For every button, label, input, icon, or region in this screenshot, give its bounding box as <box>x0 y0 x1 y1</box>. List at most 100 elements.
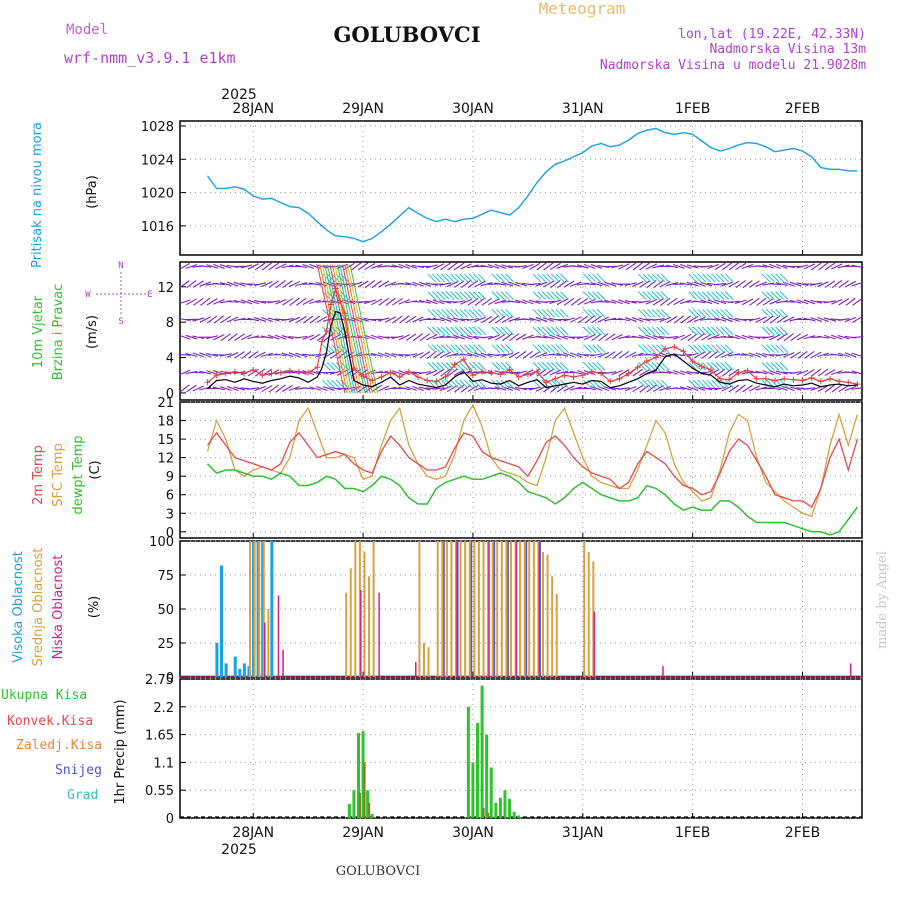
wind-arrow <box>735 262 747 270</box>
wind-arrow-cyan <box>454 344 464 354</box>
wind-arrow <box>206 298 218 306</box>
gust-marker <box>753 375 760 382</box>
wind-arrow-cyan <box>642 362 652 371</box>
series-wind-speed-line <box>207 310 858 389</box>
wind-arrow <box>240 299 253 305</box>
wind-arrow <box>412 333 424 342</box>
y-tick-label: 1016 <box>141 220 174 235</box>
temp2m-label: 2m Temp <box>31 445 46 505</box>
wind-arrow <box>686 264 699 269</box>
gust-marker <box>378 374 385 380</box>
gust-marker <box>396 374 403 380</box>
gust-marker <box>781 375 788 382</box>
cloud-high-label: Visoka Oblacnost <box>11 551 26 663</box>
gust-marker <box>717 375 724 382</box>
wind-arrow <box>679 353 692 356</box>
wind-arrow <box>371 298 383 306</box>
wind-arrow <box>851 315 863 324</box>
wind-arrow-cyan <box>766 326 775 336</box>
wind-arrow <box>446 352 459 358</box>
wind-arrow-cyan <box>491 362 501 371</box>
wind-arrow <box>370 334 383 340</box>
wind-arrow <box>212 386 225 391</box>
cloud-bar-mid <box>587 551 590 677</box>
wind-arrow <box>268 384 279 393</box>
y-tick-label: 2.2 <box>153 701 174 716</box>
wind-arrow-cyan <box>537 308 546 318</box>
wind-arrow-cyan <box>541 291 551 300</box>
wind-arrow <box>830 370 843 376</box>
wind-arrow <box>178 369 191 376</box>
wind-arrow <box>439 282 452 286</box>
wind-arrow-cyan <box>711 379 720 389</box>
wind-arrow <box>583 334 596 341</box>
wind-arrow <box>364 262 376 270</box>
wind-arrow <box>618 350 630 359</box>
wind-arrow <box>432 387 445 390</box>
gust-marker <box>277 369 284 376</box>
wind-arrow <box>631 352 644 358</box>
wind-arrow <box>487 298 500 306</box>
wind-arrow <box>288 280 301 288</box>
wind-arrow-cyan <box>555 308 565 318</box>
wind-arrow <box>824 262 836 271</box>
wind-arrow <box>748 385 761 392</box>
wind-arrow-cyan <box>711 344 720 354</box>
cloud-bar-low <box>263 622 266 677</box>
wind-arrow-cyan <box>454 273 464 283</box>
product-title: Meteogram <box>539 0 626 18</box>
wind-arrow-cyan <box>779 308 789 318</box>
wind-arrow <box>220 333 232 342</box>
wind-arrow <box>233 386 246 391</box>
wind-arrow <box>783 352 795 358</box>
wind-arrow <box>206 370 218 376</box>
cloud-bar-low <box>277 595 280 677</box>
cloud-bar-low <box>593 611 596 677</box>
wind-arrow-cyan <box>464 379 473 389</box>
wind-arrow <box>466 318 479 321</box>
wind-arrow-cyan <box>496 291 505 300</box>
wind-arrow-cyan <box>537 326 546 336</box>
wind-arrow <box>378 385 390 392</box>
wind-arrow-cyan <box>445 291 455 300</box>
bottom-date-label: 29JAN <box>342 825 384 841</box>
wind-arrow-cyan <box>647 362 656 371</box>
wind-arrow <box>673 334 685 340</box>
wind-arrow <box>645 298 658 305</box>
precip-legend: Ukupna Kisa Konvek.Kisa Zaledj.Kisa Snij… <box>1 688 102 803</box>
wind-arrow <box>707 318 720 321</box>
series-2m-temp-line <box>206 431 859 509</box>
wind-arrow <box>295 352 308 358</box>
gust-marker <box>506 366 513 373</box>
wind-arrow-cyan <box>560 308 569 318</box>
wind-arrow-cyan <box>779 326 789 336</box>
wind-arrow <box>473 352 486 358</box>
model-label: Model <box>66 22 108 38</box>
wind-arrow <box>549 317 562 322</box>
wind-arrow-cyan <box>496 326 505 336</box>
wind-arrow-cyan <box>441 362 450 371</box>
wind-arrow-cyan <box>441 326 450 336</box>
wind-arrow <box>741 352 754 357</box>
pressure-unit: (hPa) <box>85 175 100 209</box>
wind-arrow <box>830 334 843 340</box>
wind-arrow <box>851 352 864 358</box>
wind-arrow <box>391 264 404 269</box>
wind-arrow <box>460 280 472 289</box>
wind-arrow-cyan <box>715 379 725 389</box>
wind-arrow <box>542 335 555 340</box>
wind-arrow <box>679 263 692 269</box>
altitude-label: Nadmorska Visina 13m <box>709 42 866 57</box>
wind-arrow <box>686 281 699 287</box>
wind-arrow-cyan <box>702 326 711 336</box>
cloud-bar-high <box>215 643 219 677</box>
wind-arrow <box>528 386 541 391</box>
cloud-bar-mid <box>592 561 595 677</box>
cloud-bar-high <box>233 656 237 677</box>
precip-bar-total <box>489 767 493 818</box>
wind-arrow-cyan <box>656 308 665 318</box>
cloud-bar-extra <box>457 541 459 677</box>
cloud-bar-mid <box>509 541 512 677</box>
wind-arrow <box>219 282 232 287</box>
wind-arrow-cyan <box>711 308 720 318</box>
